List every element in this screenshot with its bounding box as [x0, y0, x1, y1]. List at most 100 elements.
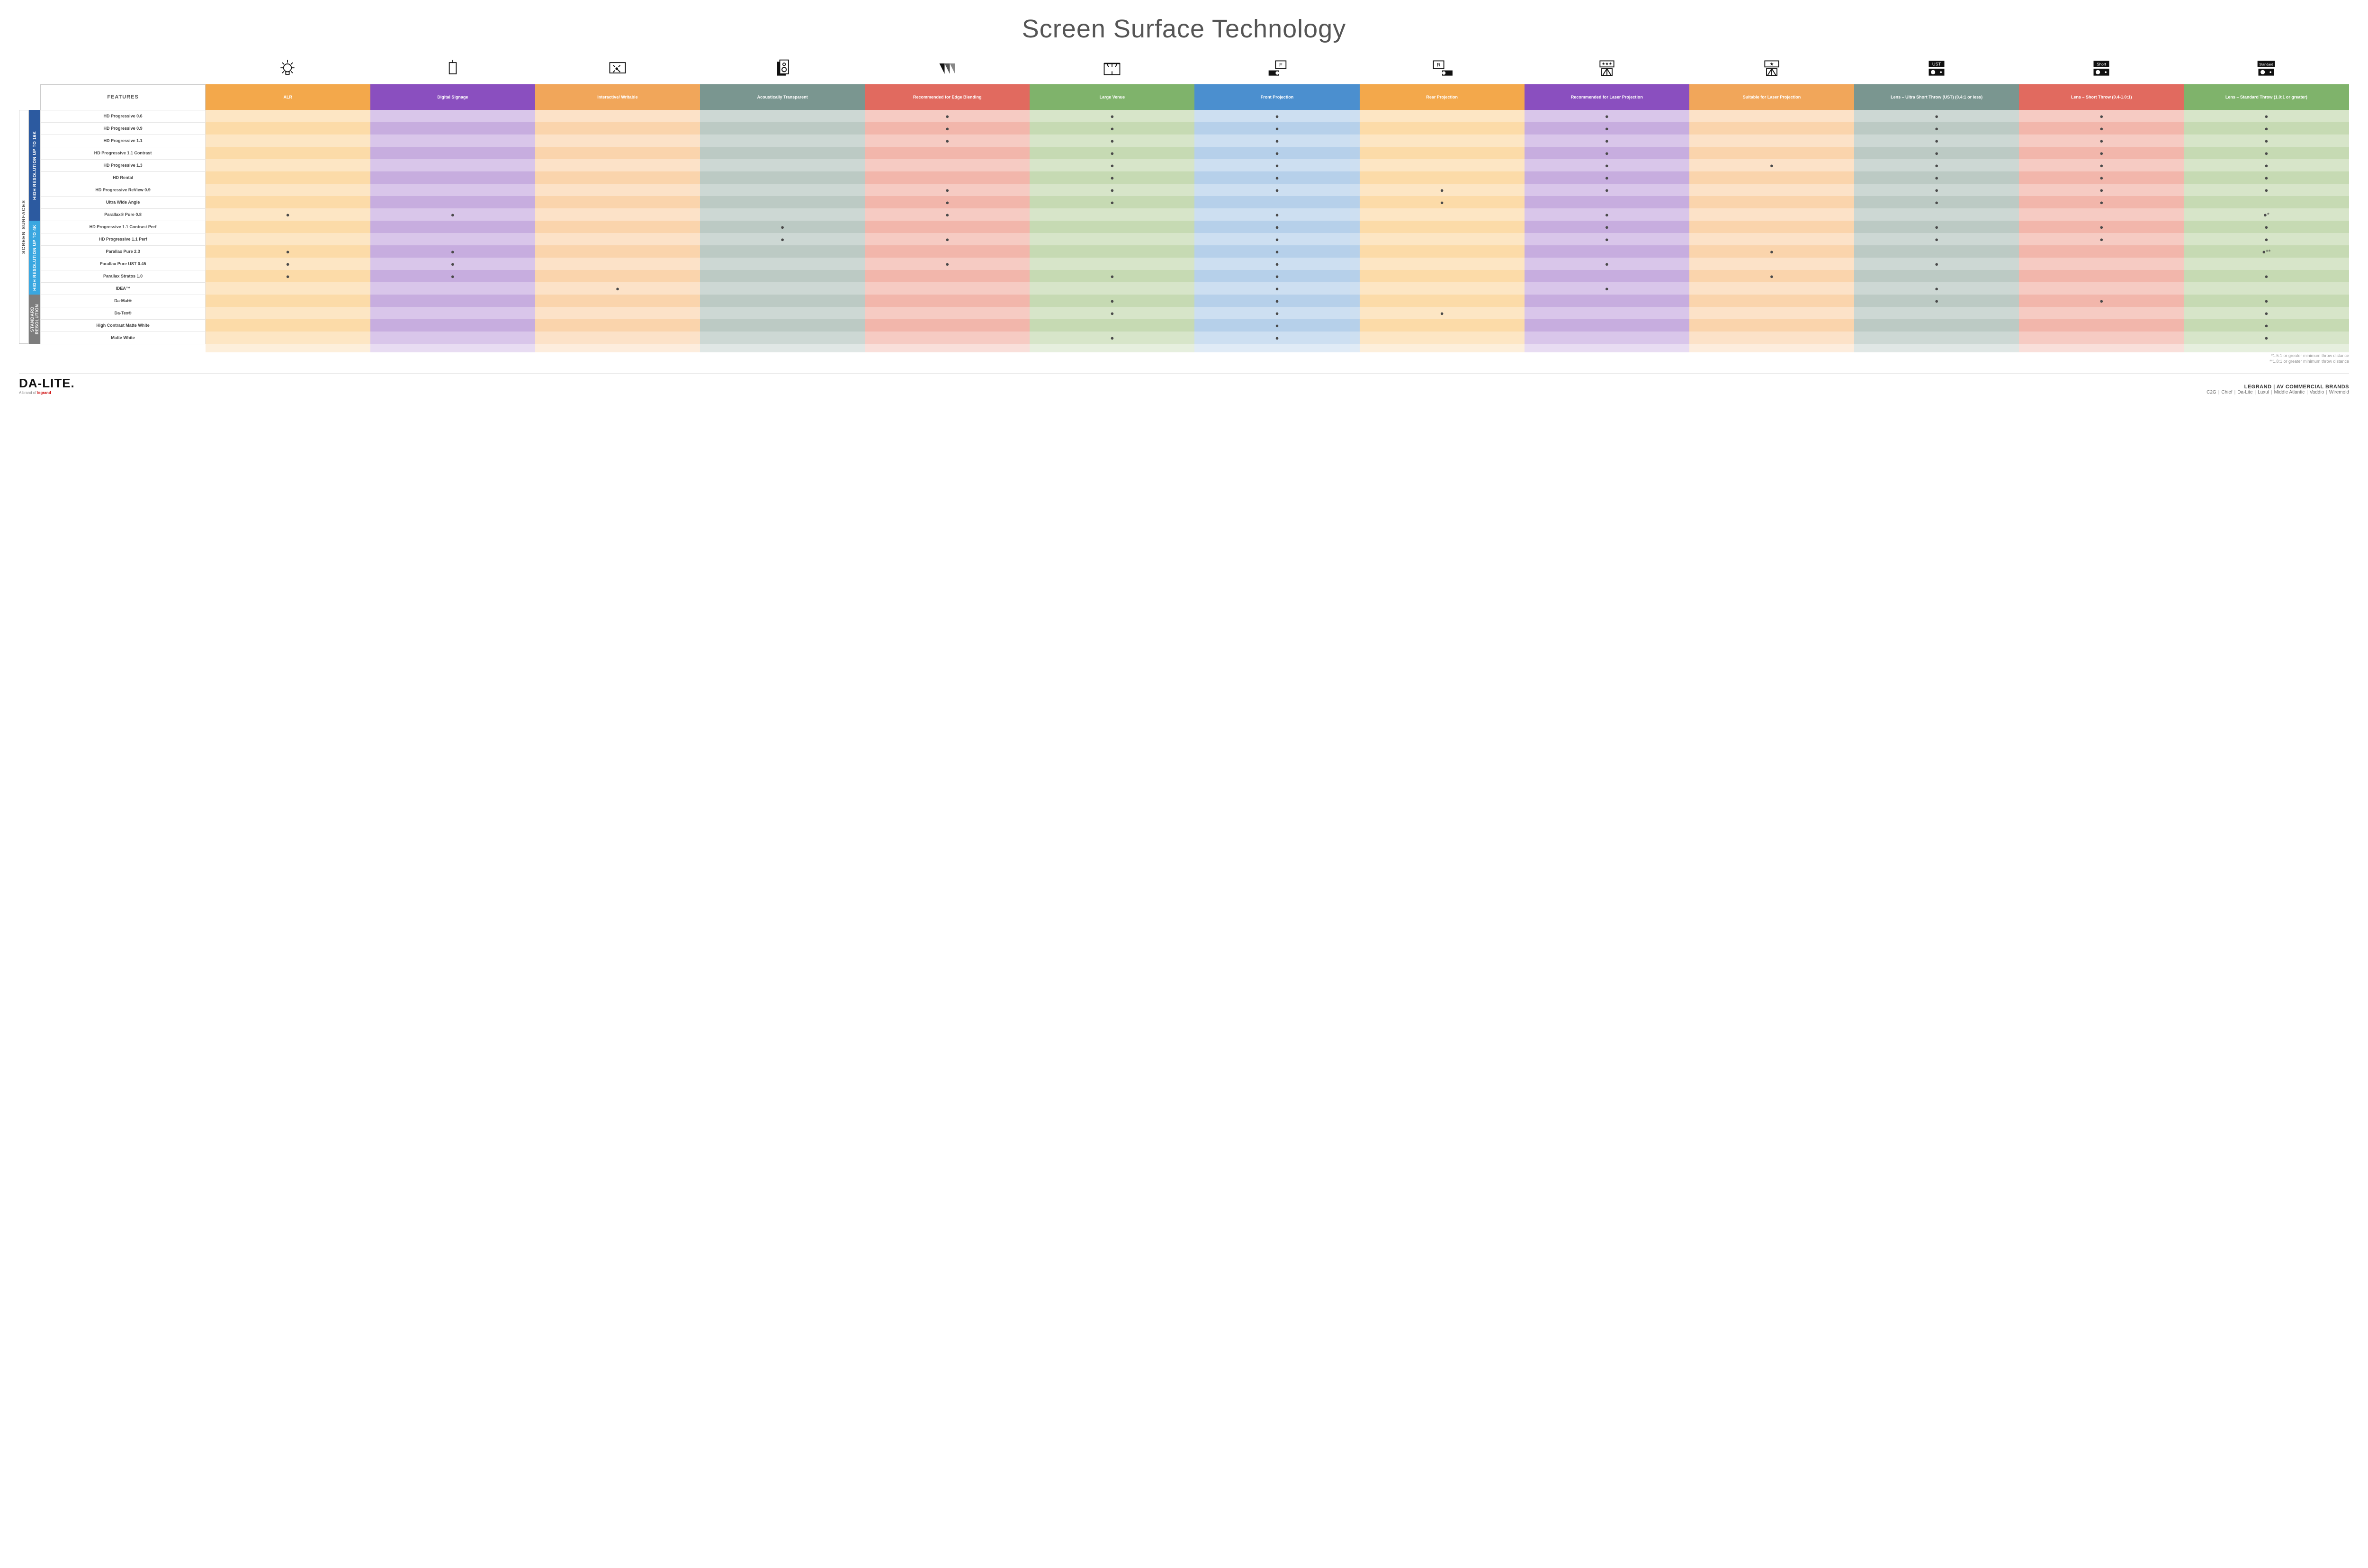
brand-list: C2G|Chief|Da-Lite|Luxul|Middle Atlantic|…: [2207, 390, 2349, 395]
cell: [1854, 332, 2019, 344]
row-label: Da-Tex®: [41, 307, 206, 319]
cell: [1360, 122, 1525, 134]
chart-wrapper: SCREEN SURFACESHIGH RESOLUTION UP TO 16K…: [19, 58, 2349, 352]
cell: ●: [1194, 171, 1359, 184]
cell: ●: [2184, 147, 2349, 159]
cell: [535, 184, 700, 196]
cell: [535, 196, 700, 208]
cell: [1360, 282, 1525, 295]
cell: [2019, 332, 2184, 344]
brand-item: Da-Lite: [2237, 390, 2252, 395]
cell: [1360, 233, 1525, 245]
row-label: HD Progressive 0.9: [41, 122, 206, 134]
cell: ●: [2184, 110, 2349, 122]
cell: [700, 184, 865, 196]
column-header-std: Lens – Standard Throw (1.0:1 or greater): [2184, 84, 2349, 110]
brand-item: Wiremold: [2329, 390, 2349, 395]
cell: ●: [1525, 171, 1689, 184]
row-label: HD Progressive 1.1: [41, 134, 206, 147]
cell: ●: [370, 270, 535, 282]
cell: ●: [206, 245, 370, 258]
cell: [1689, 122, 1854, 134]
row-label: HD Rental: [41, 171, 206, 184]
feature-matrix: FR★★★★USTShortStandardFEATURESALRDigital…: [40, 58, 2349, 352]
cell: ●: [2184, 307, 2349, 319]
cell: ●: [865, 122, 1030, 134]
footer-heading: LEGRAND | AV COMMERCIAL BRANDS: [2207, 384, 2349, 390]
cell: [370, 233, 535, 245]
eb-icon: [865, 58, 1030, 84]
cell: ●: [1030, 184, 1194, 196]
cell: [700, 171, 865, 184]
cell: ●: [2184, 122, 2349, 134]
cell: ●: [2019, 134, 2184, 147]
cell: ●: [700, 221, 865, 233]
cell: [865, 147, 1030, 159]
cell: [1525, 332, 1689, 344]
footnote: *1.5:1 or greater minimum throw distance: [19, 353, 2349, 359]
cell: [370, 110, 535, 122]
cell: [2019, 245, 2184, 258]
cell: ●: [1525, 233, 1689, 245]
page-title: Screen Surface Technology: [19, 14, 2349, 44]
cell: [1360, 147, 1525, 159]
cell: [700, 307, 865, 319]
cell: [1689, 307, 1854, 319]
cell: ●: [2184, 159, 2349, 171]
cell: [865, 295, 1030, 307]
cell: [1854, 208, 2019, 221]
cell: ●: [865, 233, 1030, 245]
cell: [535, 159, 700, 171]
cell: ●: [1030, 307, 1194, 319]
brand-item: Chief: [2221, 390, 2232, 395]
row-label: IDEA™: [41, 282, 206, 295]
cell: ●: [700, 233, 865, 245]
cell: [1194, 196, 1359, 208]
cell: ●: [1854, 196, 2019, 208]
cell: ●: [865, 184, 1030, 196]
cell: [370, 184, 535, 196]
cell: [535, 270, 700, 282]
footer: DA-LITE. A brand of legrand LEGRAND | AV…: [19, 374, 2349, 395]
cell: [535, 233, 700, 245]
cell: ●: [1194, 295, 1359, 307]
cell: ●: [1030, 134, 1194, 147]
cell: ●: [1194, 332, 1359, 344]
cell: ●: [1194, 208, 1359, 221]
svg-text:★: ★: [1769, 62, 1774, 67]
column-header-fp: Front Projection: [1194, 84, 1359, 110]
cell: [865, 245, 1030, 258]
std-icon: Standard: [2184, 58, 2349, 84]
brand-item: Middle Atlantic: [2274, 390, 2305, 395]
cell: [535, 122, 700, 134]
cell: [700, 258, 865, 270]
cell: [1689, 332, 1854, 344]
cell: [206, 295, 370, 307]
cell: [1689, 221, 1854, 233]
cell: ●: [1030, 122, 1194, 134]
cell: ●: [1525, 110, 1689, 122]
cell: ●: [1360, 196, 1525, 208]
cell: [206, 122, 370, 134]
column-header-ds: Digital Signage: [370, 84, 535, 110]
cell: [1689, 258, 1854, 270]
cell: ●: [370, 258, 535, 270]
cell: [1360, 208, 1525, 221]
cell: [1030, 282, 1194, 295]
cell: ●: [2184, 134, 2349, 147]
at-icon: [700, 58, 865, 84]
cell: ●: [1194, 270, 1359, 282]
cell: [370, 332, 535, 344]
cell: ●: [2184, 221, 2349, 233]
svg-text:Standard: Standard: [2260, 63, 2274, 67]
side-label-outer: SCREEN SURFACES: [19, 110, 29, 344]
cell: [1030, 245, 1194, 258]
cell: ●: [2019, 110, 2184, 122]
cell: [1689, 233, 1854, 245]
brand-item: Luxul: [2258, 390, 2269, 395]
cell: ●: [2019, 147, 2184, 159]
cell: [700, 110, 865, 122]
st-icon: Short: [2019, 58, 2184, 84]
brand-logo: DA-LITE.: [19, 376, 75, 391]
rlp-icon: ★★★: [1525, 58, 1689, 84]
